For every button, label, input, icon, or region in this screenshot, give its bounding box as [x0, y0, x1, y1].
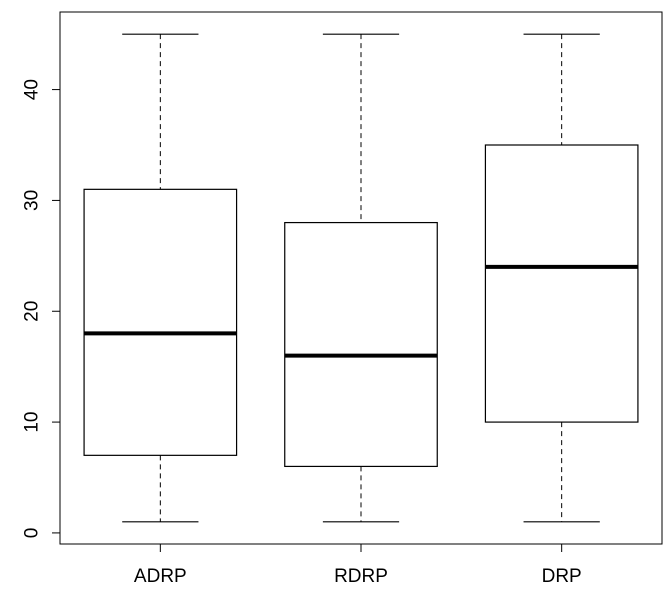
box-adrp — [83, 33, 238, 523]
y-tick-label: 0 — [22, 528, 43, 539]
y-tick-label: 30 — [22, 190, 43, 211]
x-tick-label: RDRP — [334, 566, 388, 587]
box-drp — [484, 33, 639, 523]
iqr-box — [83, 188, 238, 456]
box-rdrp — [284, 33, 438, 523]
boxes-group — [83, 33, 639, 523]
y-tick-label: 40 — [22, 79, 43, 100]
y-tick-label: 10 — [22, 412, 43, 433]
iqr-box — [484, 144, 639, 423]
x-axis: ADRP RDRP DRP — [134, 544, 582, 587]
iqr-box — [284, 221, 438, 468]
y-tick-label: 20 — [22, 301, 43, 322]
x-tick-label: ADRP — [134, 566, 187, 587]
x-tick-label: DRP — [542, 566, 582, 587]
y-axis: 0 10 20 30 40 — [22, 79, 60, 539]
